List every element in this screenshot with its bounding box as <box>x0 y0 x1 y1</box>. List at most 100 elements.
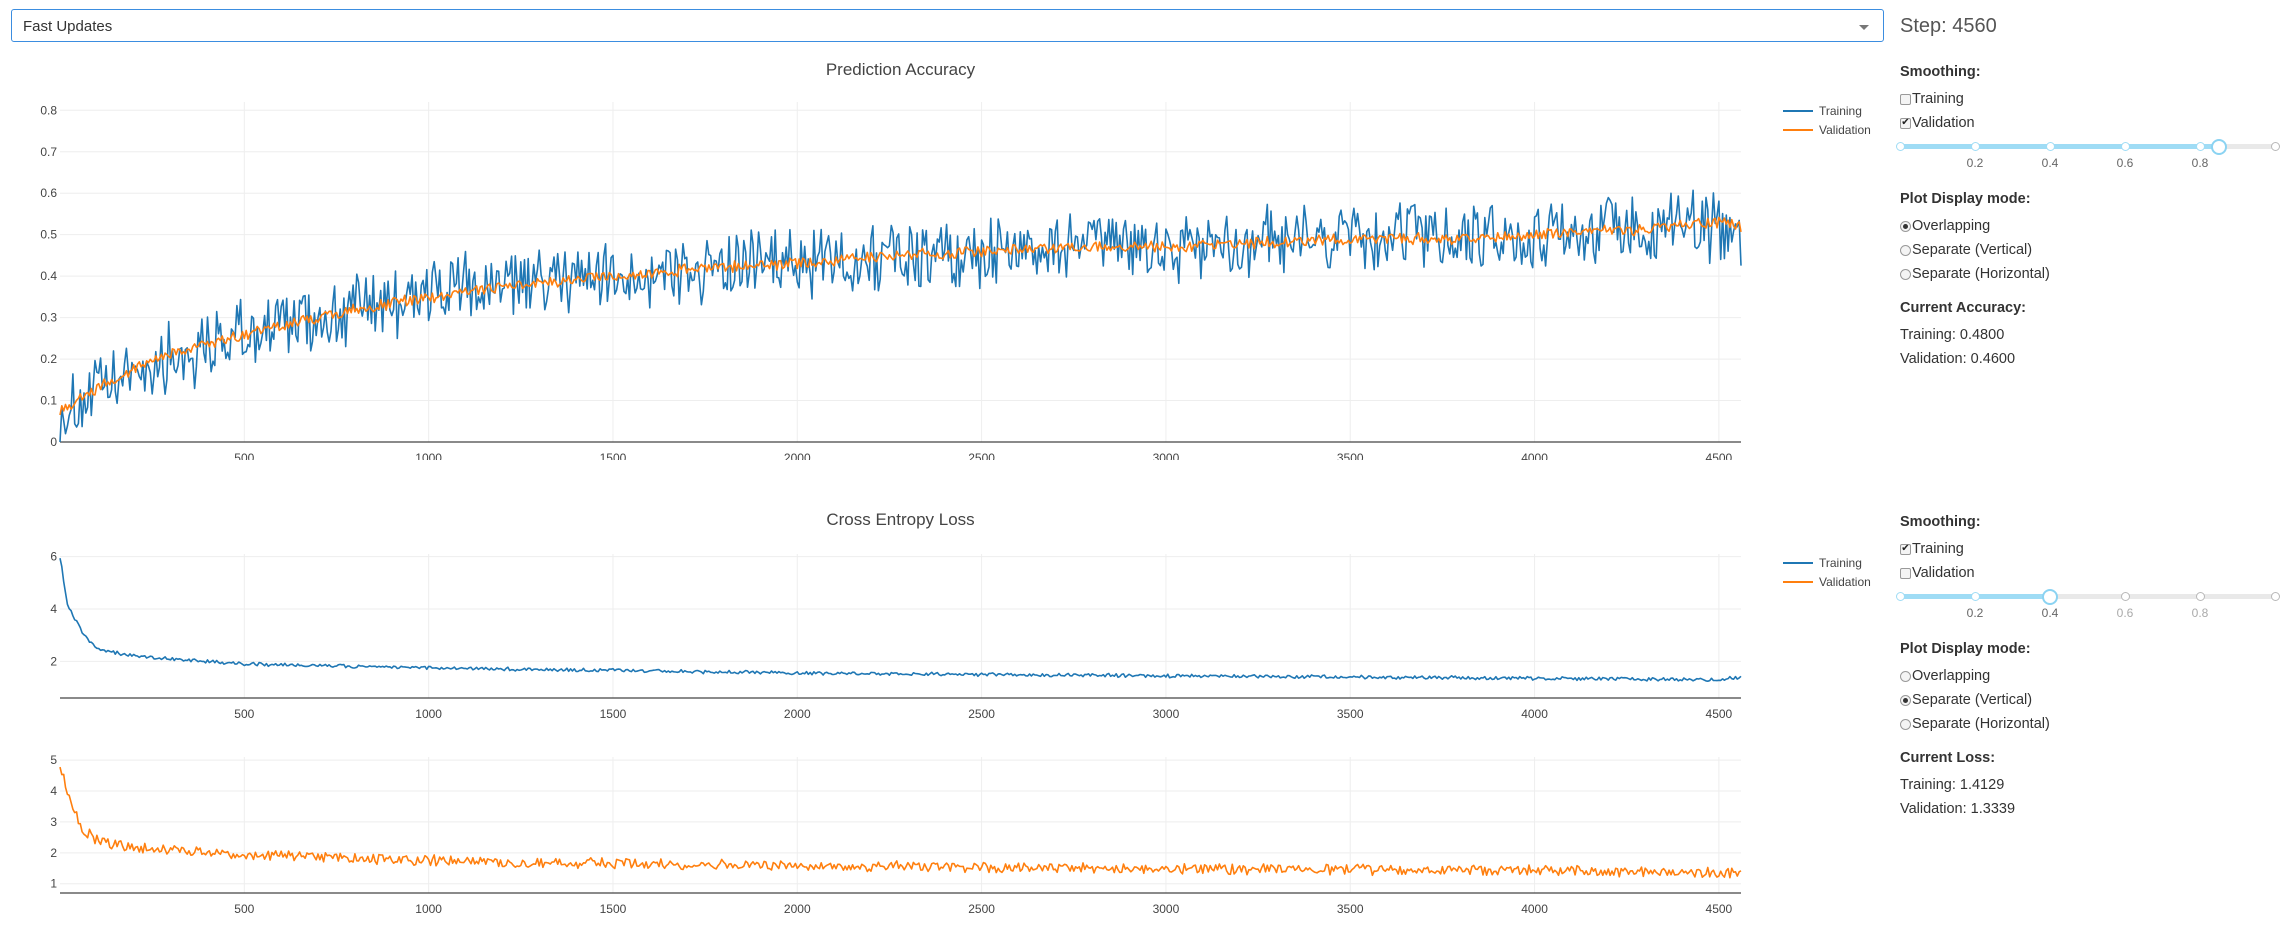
y-tick-label: 2 <box>50 654 57 668</box>
y-tick-label: 0.8 <box>40 103 57 117</box>
slider-handle[interactable] <box>2210 139 2227 155</box>
slider-step-dot <box>2121 142 2130 151</box>
slider-step-dot <box>2196 592 2205 601</box>
y-tick-label: 0.2 <box>40 352 57 366</box>
x-tick-label: 1500 <box>600 707 627 721</box>
current-loss-header: Current Loss: <box>1900 750 1996 766</box>
x-tick-label: 4500 <box>1706 707 1733 721</box>
slider-handle[interactable] <box>2042 589 2058 605</box>
mode-overlapping-radio[interactable] <box>1900 220 1911 232</box>
x-tick-label: 4000 <box>1521 707 1548 721</box>
smoothing-validation-label: Validation <box>1912 115 1975 131</box>
mode-vertical-option[interactable]: Separate (Vertical) <box>1900 238 2290 262</box>
mode-horizontal-option[interactable]: Separate (Horizontal) <box>1900 262 2290 286</box>
loss-validation-chart[interactable]: 500 1000 1500 2000 2500 3000 3500 4000 4500 1 2 3 4 5 <box>0 745 1890 920</box>
x-tick-label: 1000 <box>415 707 442 721</box>
slider-step-dot <box>1971 592 1980 601</box>
legend-label-validation: Validation <box>1819 575 1871 589</box>
mode-vertical-label: Separate (Vertical) <box>1912 242 2033 258</box>
mode-overlapping-label: Overlapping <box>1912 218 1991 234</box>
x-tick-label: 1500 <box>600 451 627 460</box>
mode-horizontal-label: Separate (Horizontal) <box>1912 716 2050 732</box>
smoothing-validation-checkbox[interactable] <box>1900 567 1911 579</box>
slider-mark-label: 0.2 <box>1966 156 1984 170</box>
slider-step-dot <box>2046 142 2055 151</box>
step-label: Step: 4560 <box>1900 15 1997 37</box>
mode-vertical-radio[interactable] <box>1900 694 1911 706</box>
x-tick-label: 500 <box>234 451 254 460</box>
x-tick-label: 1500 <box>600 902 627 916</box>
chevron-down-icon[interactable] <box>1859 25 1869 30</box>
legend-label-training: Training <box>1819 104 1862 118</box>
x-tick-label: 4500 <box>1706 451 1733 460</box>
slider-mark-label: 0.4 <box>2041 156 2059 170</box>
x-tick-label: 500 <box>234 707 254 721</box>
y-tick-label: 5 <box>50 753 57 767</box>
mode-overlapping-option[interactable]: Overlapping <box>1900 214 2290 238</box>
x-tick-label: 2500 <box>968 451 995 460</box>
x-tick-label: 3500 <box>1337 707 1364 721</box>
series-line-training <box>59 189 1742 443</box>
mode-horizontal-option[interactable]: Separate (Horizontal) <box>1900 712 2290 736</box>
mode-vertical-label: Separate (Vertical) <box>1912 692 2033 708</box>
mode-overlapping-label: Overlapping <box>1912 668 1991 684</box>
x-tick-label: 500 <box>234 902 254 916</box>
smoothing-validation-option[interactable]: Validation <box>1900 561 2290 585</box>
smoothing-training-checkbox[interactable]: ✔ <box>1900 543 1911 555</box>
display-mode-header: Plot Display mode: <box>1900 641 2031 657</box>
smoothing-training-label: Training <box>1912 91 1964 107</box>
y-tick-label: 0.3 <box>40 311 57 325</box>
y-tick-label: 6 <box>50 550 57 564</box>
current-training-accuracy: Training: 0.4800 <box>1900 327 2005 343</box>
mode-overlapping-radio[interactable] <box>1900 670 1911 682</box>
current-validation-accuracy: Validation: 0.4600 <box>1900 351 2016 367</box>
slider-step-dot <box>1896 142 1905 151</box>
chart-title: Prediction Accuracy <box>826 60 976 79</box>
series-line-validation <box>59 216 1742 416</box>
smoothing-validation-option[interactable]: ✔ Validation <box>1900 111 2290 135</box>
mode-vertical-radio[interactable] <box>1900 244 1911 256</box>
x-tick-label: 3500 <box>1337 902 1364 916</box>
mode-horizontal-radio[interactable] <box>1900 718 1911 730</box>
series-line-validation <box>59 766 1742 879</box>
x-tick-label: 4000 <box>1521 902 1548 916</box>
x-tick-label: 2500 <box>968 707 995 721</box>
x-tick-label: 2000 <box>784 902 811 916</box>
y-tick-label: 4 <box>50 602 57 616</box>
accuracy-chart[interactable]: Prediction Accuracy 500 1000 1500 2000 2500 30… <box>0 50 1890 460</box>
slider-rail[interactable] <box>1900 594 2275 599</box>
x-tick-label: 3000 <box>1153 902 1180 916</box>
slider-mark-label: 0.8 <box>2191 606 2209 620</box>
y-tick-label: 0.4 <box>40 269 57 283</box>
x-tick-label: 3500 <box>1337 451 1364 460</box>
slider-step-dot <box>2271 142 2280 151</box>
x-tick-label: 2000 <box>784 707 811 721</box>
x-tick-label: 2000 <box>784 451 811 460</box>
mode-horizontal-radio[interactable] <box>1900 268 1911 280</box>
slider-mark-label: 0.8 <box>2191 156 2209 170</box>
y-tick-label: 0.5 <box>40 228 57 242</box>
x-tick-label: 2500 <box>968 902 995 916</box>
mode-vertical-option[interactable]: Separate (Vertical) <box>1900 688 2290 712</box>
slider-mark-label: 0.6 <box>2116 606 2134 620</box>
smoothing-header: Smoothing: <box>1900 514 1981 530</box>
loss-training-chart[interactable]: Cross Entropy Loss 500 1000 1500 2000 2500 300… <box>0 500 1890 725</box>
current-accuracy-header: Current Accuracy: <box>1900 300 2026 316</box>
smoothing-validation-checkbox[interactable]: ✔ <box>1900 117 1911 129</box>
dataset-dropdown[interactable]: Fast Updates <box>11 9 1884 42</box>
slider-step-dot <box>2271 592 2280 601</box>
x-tick-label: 4500 <box>1706 902 1733 916</box>
smoothing-training-option[interactable]: Training <box>1900 87 2290 111</box>
mode-overlapping-option[interactable]: Overlapping <box>1900 664 2290 688</box>
chart-title: Cross Entropy Loss <box>826 510 974 529</box>
smoothing-training-label: Training <box>1912 541 1964 557</box>
y-tick-label: 0.6 <box>40 186 57 200</box>
smoothing-slider[interactable]: 0.2 0.4 0.6 0.8 <box>1896 587 2280 627</box>
slider-step-dot <box>2121 592 2130 601</box>
smoothing-slider[interactable]: 0.2 0.4 0.6 0.8 <box>1896 137 2280 177</box>
smoothing-training-checkbox[interactable] <box>1900 93 1911 105</box>
slider-track <box>1900 144 2219 149</box>
x-tick-label: 4000 <box>1521 451 1548 460</box>
slider-mark-label: 0.6 <box>2116 156 2134 170</box>
smoothing-training-option[interactable]: ✔ Training <box>1900 537 2290 561</box>
